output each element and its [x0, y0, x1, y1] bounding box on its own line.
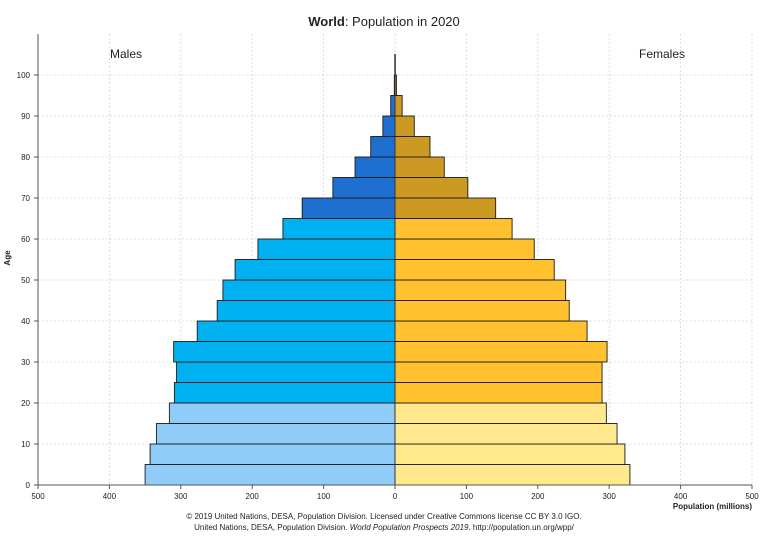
y-tick-label: 30 — [21, 358, 30, 367]
female-bar — [394, 238, 535, 260]
female-bar — [394, 443, 626, 465]
x-axis-title: Population (millions) — [673, 502, 752, 511]
y-axis-title: Age — [3, 250, 12, 266]
female-bar — [394, 279, 567, 301]
male-bar — [234, 259, 396, 281]
x-tick-label: 300 — [174, 492, 188, 501]
female-bar — [394, 382, 603, 404]
y-tick-label: 40 — [21, 317, 30, 326]
y-tick-label: 100 — [17, 71, 31, 80]
male-bar — [173, 382, 396, 404]
credits-line-1: © 2019 United Nations, DESA, Population … — [186, 512, 582, 521]
male-bar — [382, 115, 396, 137]
female-bar — [394, 156, 445, 178]
y-tick-label: 70 — [21, 194, 30, 203]
x-tick-label: 200 — [531, 492, 545, 501]
credits-line-2-text: United Nations, DESA, Population Divisio… — [194, 523, 350, 532]
female-bar — [394, 320, 588, 342]
x-tick-label: 500 — [745, 492, 759, 501]
y-tick-label: 50 — [21, 276, 30, 285]
male-bar — [370, 136, 396, 158]
y-tick-label: 10 — [21, 440, 30, 449]
x-tick-label: 400 — [103, 492, 117, 501]
males-label: Males — [110, 47, 143, 61]
female-bar — [394, 341, 608, 363]
male-bar — [196, 320, 396, 342]
y-tick-label: 20 — [21, 399, 30, 408]
y-tick-label: 0 — [26, 481, 31, 490]
male-bar — [257, 238, 396, 260]
females-label: Females — [639, 47, 686, 61]
y-tick-label: 60 — [21, 235, 30, 244]
male-bar — [216, 300, 396, 322]
male-bar — [390, 95, 396, 117]
male-bar — [168, 402, 396, 424]
x-tick-label: 400 — [674, 492, 688, 501]
female-bar — [394, 300, 570, 322]
x-tick-label: 100 — [317, 492, 331, 501]
male-bar — [354, 156, 396, 178]
female-bar — [394, 197, 497, 219]
female-bar — [394, 218, 513, 240]
female-bar — [394, 136, 431, 158]
chart-title-rest: : Population in 2020 — [344, 14, 460, 29]
female-bar — [394, 115, 415, 137]
x-tick-label: 300 — [603, 492, 617, 501]
female-bar — [394, 361, 603, 383]
x-tick-label: 500 — [31, 492, 45, 501]
chart-title: World: Population in 2020 — [0, 14, 768, 29]
female-bar — [394, 402, 607, 424]
female-bar — [394, 423, 618, 445]
female-bar — [394, 95, 403, 117]
male-bar — [222, 279, 396, 301]
credits-line-2: United Nations, DESA, Population Divisio… — [0, 523, 768, 532]
male-bar — [301, 197, 396, 219]
male-bar — [149, 443, 396, 465]
female-bar — [394, 259, 555, 281]
male-bar — [282, 218, 396, 240]
y-tick-label: 80 — [21, 153, 30, 162]
credits-line-2-url: . http://population.un.org/wpp/ — [468, 523, 574, 532]
female-bar — [394, 464, 631, 486]
male-bar — [332, 177, 396, 199]
female-bar — [394, 177, 469, 199]
chart-title-bold: World — [308, 14, 345, 29]
male-bar — [176, 361, 396, 383]
x-tick-label: 0 — [393, 492, 398, 501]
male-bar — [144, 464, 396, 486]
male-bar — [156, 423, 396, 445]
male-bar — [173, 341, 396, 363]
credits-line-2-italic: World Population Prospects 2019 — [349, 523, 469, 532]
x-tick-label: 200 — [246, 492, 260, 501]
x-tick-label: 100 — [460, 492, 474, 501]
y-tick-label: 90 — [21, 112, 30, 121]
